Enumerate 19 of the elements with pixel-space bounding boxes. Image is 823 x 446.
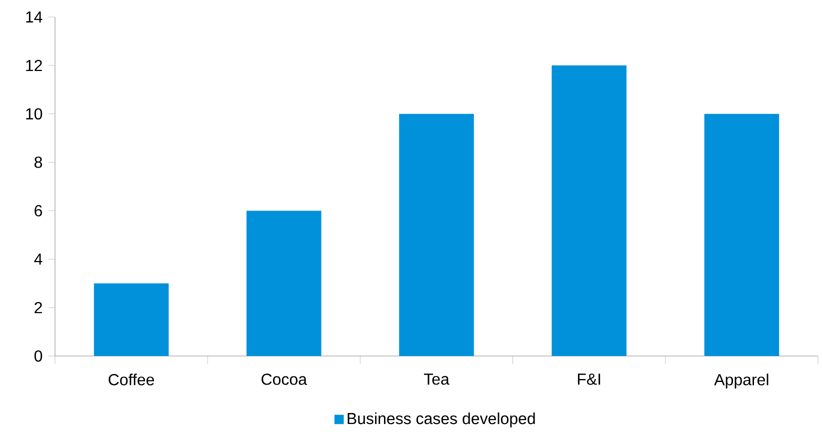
- y-tick-label: 10: [26, 108, 42, 120]
- x-tick-label: Tea: [424, 374, 450, 385]
- legend-label: Business cases developed: [348, 412, 535, 428]
- bar: [94, 283, 169, 356]
- bar: [552, 65, 626, 356]
- y-tick-label: 2: [34, 302, 42, 314]
- y-tick-label: 0: [34, 350, 42, 362]
- y-tick-label: 4: [34, 254, 42, 265]
- y-tick-label: 6: [34, 205, 42, 216]
- x-tick-label: Coffee: [108, 374, 154, 386]
- x-tick-label: Apparel: [714, 374, 768, 389]
- bar: [704, 114, 780, 356]
- y-tick-label: 14: [26, 12, 42, 22]
- bar: [399, 114, 474, 356]
- x-tick-label: F&I: [578, 374, 600, 385]
- x-tick-label: Cocoa: [262, 374, 308, 385]
- y-tick-label: 12: [26, 60, 42, 72]
- bar: [246, 210, 322, 356]
- y-tick-label: 8: [34, 156, 42, 168]
